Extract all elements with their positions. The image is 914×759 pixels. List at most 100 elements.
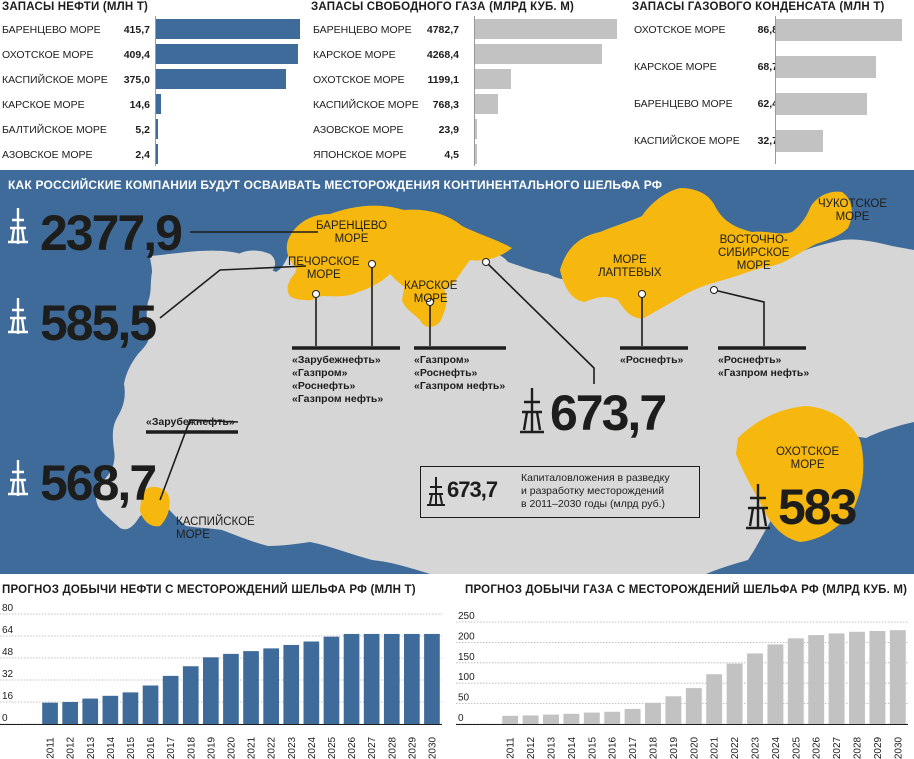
x-tick-label: 2028 [853,736,864,759]
reserves-bar [475,69,511,89]
reserves-row-label: ЯПОНСКОЕ МОРЕ [313,149,407,161]
bar-2016 [604,711,621,724]
reserves-bar [156,44,298,64]
reserves-row-label: КАСПИЙСКОЕ МОРЕ [2,74,108,86]
x-tick-label: 2015 [126,736,137,759]
investment-pechora: 585,5 [40,295,157,351]
investment-kara: 673,7 [550,385,667,441]
x-tick-label: 2012 [66,736,77,759]
bar-2013 [82,698,99,724]
oil-rig-icons [8,208,770,530]
x-tick-label: 2030 [893,736,904,759]
reserves-row-value: 4782,7 [426,24,459,36]
x-tick-label: 2027 [832,736,843,759]
x-tick-label: 2020 [689,736,700,759]
reserves-bar [156,119,158,139]
x-tick-label: 2014 [106,736,117,759]
reserves-row-value: 86,8 [757,24,778,36]
reserves-row-value: 409,4 [123,49,150,61]
y-tick-label: 48 [2,647,14,658]
oil-rig-icon [8,298,28,334]
bar-2027 [828,633,845,724]
russia-landmass [96,239,914,574]
bar-2023 [747,653,763,724]
x-tick-label: 2025 [327,736,338,759]
x-tick-label: 2026 [347,736,358,759]
reserves-row-value: 62,4 [757,98,778,110]
x-tick-label: 2023 [751,736,762,759]
reserves-row-value: 4268,4 [426,49,459,61]
bar-2013 [543,714,559,724]
x-tick-label: 2016 [608,736,619,759]
reserves-axis-line [155,66,156,91]
reserves-axis-line [775,127,776,164]
sea-label-kara: КАРСКОЕ МОРЕ [404,280,458,305]
reserves-axis-line [474,91,475,116]
sea-label-laptev: МОРЕ ЛАПТЕВЫХ [598,254,662,279]
reserves-row-label: БАРЕНЦЕВО МОРЕ [313,24,412,36]
x-tick-label: 2022 [267,736,278,759]
bar-2021 [706,674,723,724]
companies-caspian: «Зарубежнефть» [146,416,235,428]
gas-reserves-title: ЗАПАСЫ СВОБОДНОГО ГАЗА (МЛРД КУБ. М) [311,1,575,13]
bar-2026 [808,635,825,724]
reserves-row-value: 5,2 [135,124,150,136]
reserves-axis-line [775,90,776,127]
bar-2021 [243,651,259,724]
x-tick-label: 2024 [307,736,318,759]
reserves-row-value: 23,9 [438,124,459,136]
x-tick-label: 2011 [506,737,517,759]
x-tick-label: 2015 [587,736,598,759]
y-tick-label: 32 [2,669,14,680]
reserves-row-label: БАЛТИЙСКОЕ МОРЕ [2,124,107,136]
companies-west: «Зарубежнефть» «Газпром» «Роснефть» «Газпр… [292,354,384,405]
bar-2029 [404,633,420,724]
reserves-row-label: ОХОТСКОЕ МОРЕ [313,74,405,86]
x-tick-label: 2019 [206,736,217,759]
x-tick-label: 2013 [86,736,97,759]
x-tick-label: 2011 [46,737,57,759]
bar-2020 [685,688,702,724]
reserves-row-value: 375,0 [123,74,150,86]
investment-okhotsk: 583 [778,479,857,535]
x-tick-label: 2016 [146,736,157,759]
y-tick-label: 80 [2,603,14,614]
y-tick-label: 0 [2,713,8,724]
reserves-bar [776,130,824,152]
reserves-bar [156,19,300,39]
x-tick-label: 2028 [387,736,398,759]
bar-2028 [849,631,865,724]
x-tick-label: 2018 [649,736,660,759]
bar-2022 [263,648,279,724]
reserves-row-value: 1199,1 [427,74,459,86]
bar-2015 [122,692,139,724]
x-tick-label: 2013 [547,736,558,759]
bar-2026 [343,633,360,724]
bar-2017 [162,675,179,724]
legend-text: Капиталовложения в разведку и разработку … [521,472,670,510]
reserves-row-label: ОХОТСКОЕ МОРЕ [634,24,726,36]
reserves-bar [475,94,498,114]
reserves-bar [776,56,876,78]
reserves-axis-line [474,16,475,41]
map-title: КАК РОССИЙСКИЕ КОМПАНИИ БУДУТ ОСВАИВАТЬ … [8,178,663,192]
legend-rig-icon [427,477,445,506]
sea-label-caspian: КАСПИЙСКОЕ МОРЕ [176,516,255,541]
gas-forecast-chart: 0 50 100 150 200 250 2011 2012 2013 2014 2015 2016 2… [456,611,908,759]
oil-rig-icon [520,388,544,434]
reserves-row-value: 14,6 [129,99,150,111]
reserves-row-label: БАРЕНЦЕВО МОРЕ [634,98,733,110]
bar-2030 [424,633,440,724]
y-tick-label: 16 [2,691,14,702]
location-dots [312,258,718,306]
x-tick-label: 2025 [791,736,802,759]
reserves-row-value: 768,3 [432,99,459,111]
bar-2019 [665,696,682,724]
reserves-axis-line [155,141,156,166]
companies-laptev: «Роснефть» [620,354,684,366]
bar-2011 [502,715,519,724]
x-tick-label: 2029 [873,736,884,759]
reserves-row-label: АЗОВСКОЕ МОРЕ [2,149,93,161]
reserves-bar [156,69,286,89]
bar-2014 [563,713,580,724]
